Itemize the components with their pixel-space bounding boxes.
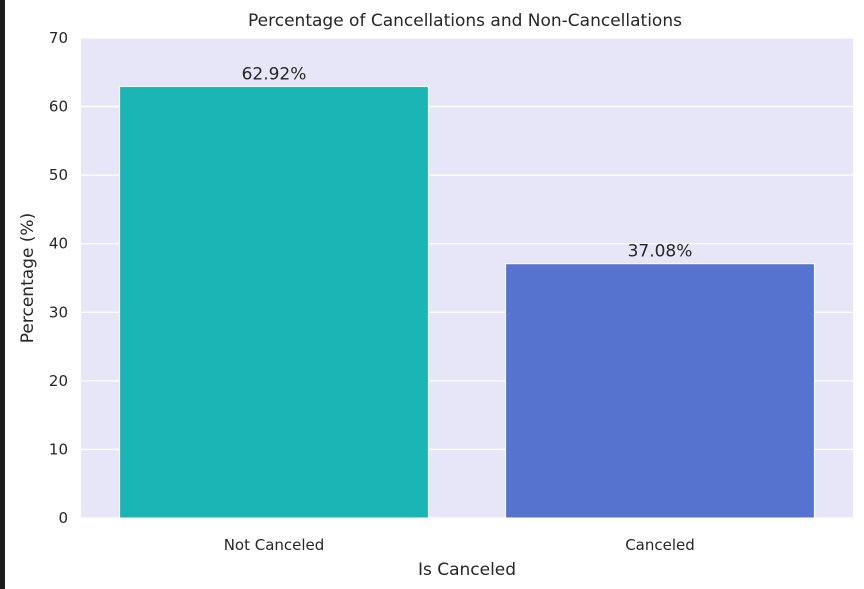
y-tick-label: 0 <box>58 509 68 527</box>
data-labels: 62.92% 37.08% <box>242 65 693 262</box>
data-label: 62.92% <box>242 65 307 85</box>
x-axis-ticks: Not Canceled Canceled <box>224 536 695 554</box>
y-axis-ticks: 0 10 20 30 40 50 60 70 <box>49 29 68 527</box>
bar-chart: 0 10 20 30 40 50 60 70 Not Canceled Canceled 62.… <box>18 11 853 580</box>
y-axis-label: Percentage (%) <box>18 213 38 343</box>
x-tick-label: Not Canceled <box>224 536 325 554</box>
y-tick-label: 40 <box>49 235 68 253</box>
y-tick-label: 10 <box>49 440 68 458</box>
data-label: 37.08% <box>628 242 693 262</box>
y-tick-label: 50 <box>49 166 68 184</box>
bar <box>119 86 429 519</box>
y-tick-label: 20 <box>49 372 68 390</box>
bar <box>505 263 815 519</box>
x-tick-label: Canceled <box>625 536 695 554</box>
x-axis-label: Is Canceled <box>418 560 516 580</box>
y-tick-label: 30 <box>49 303 68 321</box>
bars <box>119 86 815 519</box>
y-tick-label: 60 <box>49 98 68 116</box>
y-tick-label: 70 <box>49 29 68 47</box>
chart-figure: 0 10 20 30 40 50 60 70 Not Canceled Canceled 62.… <box>5 0 864 589</box>
chart-title: Percentage of Cancellations and Non-Canc… <box>248 11 682 31</box>
